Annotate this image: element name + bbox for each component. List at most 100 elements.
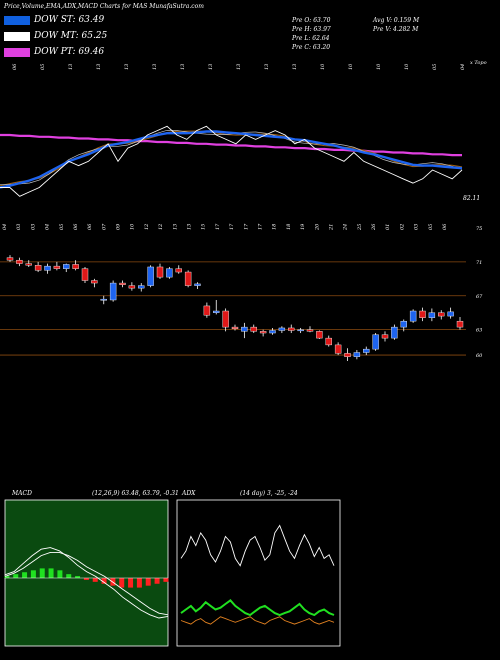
quote-prev-close: Pre C: 63.20	[292, 44, 331, 51]
quote-prev-volume: Pre V: 4.282 M	[373, 26, 419, 33]
top-date-label: 05	[40, 64, 46, 70]
adx-line	[180, 524, 335, 567]
candle-body	[166, 268, 173, 278]
top-date-label: 06	[12, 63, 18, 70]
candle-body	[269, 330, 276, 334]
candle-body	[175, 268, 182, 273]
panel-corner-label: x Topo	[470, 60, 487, 66]
candle-body	[419, 310, 426, 318]
top-date-label: 13	[208, 64, 214, 70]
macd-histogram-bar	[57, 570, 63, 578]
quote-avg-volume: Avg V: 0.159 M	[373, 17, 420, 24]
candle-date-label: 06	[442, 223, 448, 230]
candle-body	[344, 353, 351, 357]
candle-date-label: 19	[300, 223, 306, 230]
candle-body	[400, 320, 407, 328]
adx-panel-bg	[176, 499, 341, 647]
candle-date-label: 17	[229, 223, 235, 230]
quote-prev-low: Pre L: 62.64	[292, 35, 330, 42]
candle-body	[428, 312, 436, 318]
candle-body	[213, 310, 220, 313]
ema-st-line	[0, 130, 463, 189]
quote-prev-open: Pre O: 63.70	[292, 17, 331, 24]
top-date-label: 13	[96, 64, 102, 70]
chart-header-title: Price,Volume,EMA,ADX,MACD Charts for MAS…	[4, 3, 204, 10]
candle-body	[72, 264, 79, 269]
candle-date-label: 25	[357, 224, 363, 231]
candle-body	[259, 331, 267, 334]
top-date-label: 13	[236, 64, 242, 70]
candle-date-label: 07	[101, 223, 107, 230]
adx-plus-di-line	[180, 599, 335, 617]
candle-body	[63, 264, 70, 269]
candle-body	[288, 327, 295, 331]
top-date-label: 13	[180, 64, 186, 70]
legend-dow-mt: DOW MT: 65.25	[4, 31, 107, 41]
candle-body	[250, 326, 257, 332]
top-date-label: 13	[292, 64, 298, 70]
macd-line	[4, 547, 169, 619]
macd-histogram-bar	[13, 574, 19, 578]
legend-swatch-st	[4, 15, 30, 25]
candle-date-label: 13	[187, 224, 193, 230]
top-date-label: 13	[124, 64, 130, 70]
candle-body	[438, 312, 445, 317]
candle-date-label: 03	[30, 224, 36, 230]
candle-body	[297, 329, 304, 332]
last-price-label: 82.11	[463, 195, 480, 202]
candle-body	[447, 311, 454, 317]
macd-histogram-bar	[22, 572, 28, 578]
ema-pt-line	[0, 133, 462, 157]
macd-histogram-bar	[66, 574, 72, 578]
legend-label-mt: DOW MT: 65.25	[34, 31, 108, 41]
candle-body	[241, 326, 248, 332]
macd-histogram-bar	[39, 568, 45, 578]
macd-histogram-bar	[92, 578, 98, 582]
top-date-label: 10	[376, 63, 382, 70]
candle-body	[128, 285, 136, 289]
macd-histogram-bar	[136, 578, 142, 588]
top-date-label: 05	[432, 64, 438, 70]
macd-histogram-bar	[48, 568, 54, 578]
legend-swatch-mt	[4, 31, 30, 41]
quote-prev-high: Pre H: 63.97	[292, 26, 331, 33]
top-date-label: 13	[264, 64, 270, 70]
candle-body	[203, 305, 211, 316]
macd-params: (12,26,9) 63.48, 63.79, -0.31	[92, 490, 179, 497]
top-date-label: 13	[68, 64, 74, 70]
candle-date-label: 12	[158, 224, 164, 230]
candle-date-label: 17	[215, 223, 221, 230]
candle-date-label: 04	[45, 224, 51, 230]
candle-body	[147, 266, 154, 286]
candle-body	[409, 310, 417, 322]
adx-params: (14 day) 3, -25, -24	[240, 490, 298, 497]
right-tick-label: 75	[476, 226, 482, 232]
macd-histogram-bar	[128, 578, 134, 588]
candle-date-label: 03	[16, 224, 22, 230]
candle-date-label: 05	[428, 224, 434, 230]
candle-date-label: 02	[399, 224, 405, 230]
candle-date-label: 06	[87, 223, 93, 230]
candle-date-label: 01	[385, 224, 391, 230]
candle-body	[156, 266, 164, 278]
right-tick-label: 63	[476, 328, 482, 334]
candle-body	[381, 334, 389, 339]
candle-body	[109, 282, 117, 301]
adx-title: ADX	[182, 490, 196, 497]
candle-body	[325, 337, 332, 346]
candle-date-label: 03	[414, 224, 420, 230]
candle-body	[25, 263, 32, 266]
candle-date-label: 06	[73, 223, 79, 230]
macd-histogram-bar	[83, 578, 89, 580]
candle-date-label: 09	[116, 223, 122, 230]
candle-date-label: 18	[272, 224, 278, 230]
top-date-label: 04	[460, 64, 466, 70]
candle-date-label: 17	[257, 223, 263, 230]
macd-histogram-bar	[75, 576, 81, 578]
legend-label-st: DOW ST: 63.49	[34, 15, 105, 25]
macd-histogram-bar	[101, 578, 107, 584]
legend-label-pt: DOW PT: 69.46	[34, 47, 105, 57]
candle-body	[44, 265, 51, 271]
candle-body	[194, 283, 201, 286]
right-tick-label: 60	[476, 353, 483, 359]
